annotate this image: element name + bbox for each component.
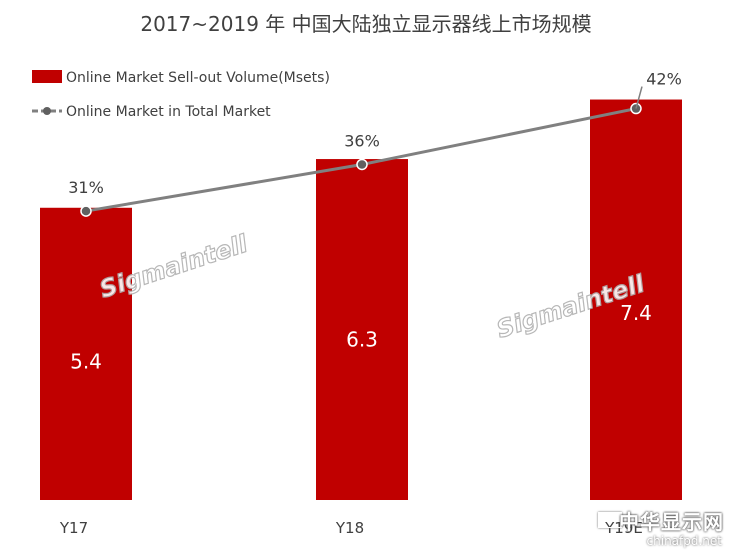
bar-value-label: 6.3 — [346, 328, 378, 352]
legend-label-bar: Online Market Sell-out Volume(Msets) — [66, 70, 330, 86]
line-point — [80, 205, 92, 217]
logo-sub-text: chinafpd.net — [646, 534, 722, 548]
line-point — [356, 158, 368, 171]
category-label: Y18 — [335, 519, 364, 537]
bar-y17 — [40, 207, 132, 500]
legend-swatch-marker — [43, 107, 51, 115]
logo-main-text: 中华显示网 — [619, 510, 724, 534]
chart-title: 2017~2019 年 中国大陆独立显示器线上市场规模 — [140, 12, 591, 36]
line-value-label: 36% — [344, 131, 380, 150]
category-label: Y19E — [604, 519, 643, 537]
site-logo: FPD 中华显示网 chinafpd.net — [598, 506, 726, 548]
line-value-label: 31% — [68, 178, 104, 197]
label-leader — [635, 86, 643, 109]
line-value-label: 42% — [646, 70, 682, 89]
bar-value-label: 7.4 — [620, 301, 652, 325]
legend-label-line: Online Market in Total Market — [66, 104, 271, 120]
bar-value-label: 5.4 — [70, 349, 102, 373]
bar-y19e — [590, 99, 682, 500]
legend-swatch-bar — [32, 70, 62, 83]
category-label: Y17 — [59, 519, 88, 537]
logo-badge: FPD — [598, 512, 622, 528]
bar-y18 — [316, 159, 408, 500]
